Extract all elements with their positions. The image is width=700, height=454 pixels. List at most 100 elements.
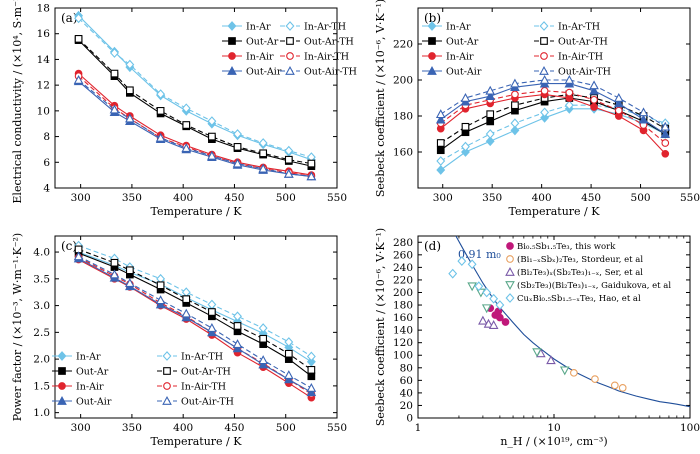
legend-item: Bi₀.₅Sb₁.₅Te₃, this work bbox=[506, 242, 616, 252]
x-axis-label: Temperature / K bbox=[509, 205, 601, 218]
data-point bbox=[485, 136, 495, 147]
data-point bbox=[511, 101, 519, 110]
data-point bbox=[155, 132, 166, 142]
panel-label: (c) bbox=[61, 239, 77, 253]
data-point bbox=[125, 113, 135, 123]
x-tick-label: 500 bbox=[631, 192, 651, 204]
y-tick-label: 0 bbox=[406, 413, 413, 425]
y-axis-label: Electrical conductivity / (×10⁴, S·m⁻¹) bbox=[11, 0, 24, 204]
data-point bbox=[283, 168, 294, 178]
data-point bbox=[73, 251, 84, 261]
series-line bbox=[440, 83, 666, 135]
data-point bbox=[284, 349, 293, 358]
data-point bbox=[448, 268, 458, 279]
data-point bbox=[483, 318, 494, 328]
legend-item: (Sb₂Te₃)(Bi₂Te₃)₁₋ₓ, Gaidukova, et al bbox=[505, 280, 671, 291]
x-tick-label: 350 bbox=[122, 192, 142, 204]
data-point bbox=[461, 122, 470, 131]
y-tick-label: 180 bbox=[393, 300, 413, 312]
series-7 bbox=[435, 74, 671, 131]
y-tick-label: 40 bbox=[400, 387, 413, 399]
data-point bbox=[306, 382, 317, 392]
data-point bbox=[589, 85, 599, 95]
data-point bbox=[73, 74, 84, 84]
data-point bbox=[181, 308, 192, 318]
legend-label: Out-Ar-TH bbox=[304, 37, 354, 48]
legend-swatch-marker bbox=[505, 293, 515, 303]
legend-swatch-marker bbox=[540, 52, 548, 60]
data-point bbox=[613, 92, 624, 102]
data-point bbox=[110, 69, 119, 78]
data-point bbox=[546, 355, 556, 365]
data-point bbox=[460, 92, 471, 102]
legend-item: Out-Ar bbox=[222, 37, 279, 48]
legend-label: Out-Ar-TH bbox=[181, 367, 231, 378]
legend-swatch-marker bbox=[505, 266, 515, 276]
y-tick-label: 20 bbox=[400, 400, 413, 412]
legend-item: In-Ar bbox=[52, 351, 101, 363]
panel-0: 300 350 400 450 500 550 4 6 8 10 12 14 16 18 Temperatu… bbox=[11, 0, 357, 218]
legend-item: In-Air bbox=[222, 52, 274, 63]
x-tick-label: 300 bbox=[433, 192, 453, 204]
y-tick-label: 8 bbox=[43, 131, 50, 143]
series-line bbox=[440, 104, 666, 162]
x-tick-label: 400 bbox=[173, 192, 193, 204]
y-tick-label: 140 bbox=[393, 325, 413, 337]
data-point bbox=[660, 121, 671, 131]
data-point bbox=[660, 128, 671, 138]
legend-label: In-Ar-TH bbox=[558, 22, 600, 33]
legend-label: In-Air-TH bbox=[304, 52, 349, 63]
series-line bbox=[78, 258, 312, 393]
x-axis-label: Temperature / K bbox=[151, 205, 243, 218]
legend-swatch-marker bbox=[162, 351, 172, 361]
legend-label: Out-Air-TH bbox=[304, 67, 357, 78]
data-point bbox=[126, 266, 134, 275]
data-point bbox=[461, 147, 470, 157]
x-tick-label: 550 bbox=[680, 192, 700, 204]
legend-label: In-Air bbox=[446, 52, 474, 63]
legend-label: In-Ar bbox=[76, 352, 101, 363]
x-tick-label: 450 bbox=[224, 422, 244, 434]
data-point bbox=[259, 149, 268, 158]
data-point bbox=[259, 334, 268, 343]
series-line bbox=[440, 90, 666, 144]
data-point bbox=[489, 293, 499, 304]
panel-2: 300 350 400 450 500 550 1.0 1.5 2.0 2.5 3.0 3.5 4.0 T… bbox=[11, 233, 347, 448]
legend-swatch-marker bbox=[227, 65, 237, 75]
y-tick-label: 180 bbox=[393, 111, 413, 123]
data-point bbox=[306, 171, 317, 181]
y-tick-label: 18 bbox=[37, 3, 50, 15]
panel-label: (b) bbox=[424, 11, 441, 25]
data-point bbox=[638, 114, 649, 124]
data-point bbox=[182, 295, 191, 304]
legend-swatch-marker bbox=[506, 255, 514, 263]
y-tick-label: 3.0 bbox=[33, 300, 50, 312]
legend-label: Out-Air bbox=[246, 67, 282, 78]
legend-item: In-Air-TH bbox=[534, 52, 603, 63]
y-tick-label: 1.0 bbox=[33, 407, 50, 419]
series-6 bbox=[73, 253, 317, 397]
series-2 bbox=[478, 315, 556, 365]
y-tick-label: 160 bbox=[393, 312, 413, 324]
x-tick-label: 500 bbox=[276, 192, 296, 204]
data-point bbox=[532, 348, 542, 358]
legend-item: Out-Ar-TH bbox=[534, 37, 608, 48]
data-point bbox=[306, 356, 316, 367]
legend-label: In-Air bbox=[76, 382, 104, 393]
legend-swatch-marker bbox=[540, 37, 548, 45]
data-point bbox=[258, 323, 268, 333]
legend-item: (Bi₂Te₃)ₓ(Sb₂Te₃)₁₋ₓ, Ser, et al bbox=[505, 266, 643, 278]
series-line bbox=[78, 17, 312, 158]
legend-item: In-Air bbox=[422, 52, 474, 63]
y-tick-label: 80 bbox=[400, 362, 413, 374]
legend-label: Bi₀.₅Sb₁.₅Te₃, this work bbox=[517, 242, 616, 252]
series-0 bbox=[74, 10, 316, 165]
series-line bbox=[78, 39, 312, 167]
x-tick-label: 400 bbox=[532, 192, 552, 204]
legend-label: Out-Ar bbox=[446, 37, 479, 48]
x-tick-label: 550 bbox=[327, 422, 347, 434]
data-point bbox=[638, 107, 649, 117]
data-point bbox=[181, 103, 191, 114]
data-point bbox=[258, 138, 268, 148]
y-tick-label: 200 bbox=[393, 75, 413, 87]
